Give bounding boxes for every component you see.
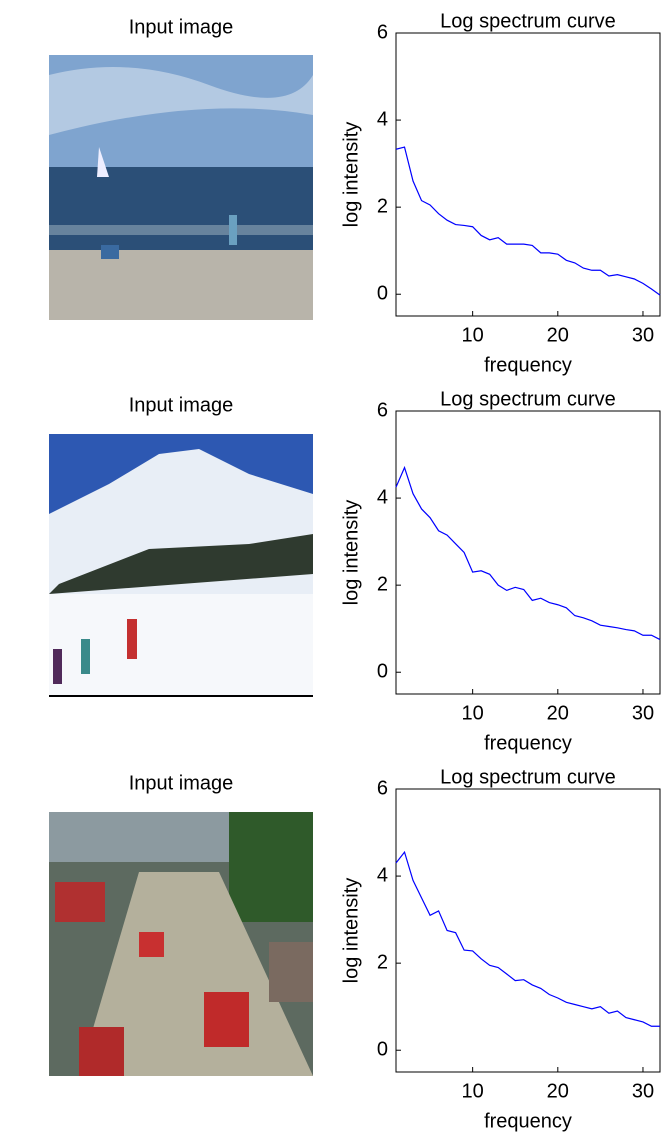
x-tick-label: 20 <box>547 1080 569 1102</box>
x-tick-label: 30 <box>632 324 654 346</box>
y-tick-label: 4 <box>377 864 388 886</box>
plot-frame <box>395 788 661 1073</box>
series-line <box>395 146 661 296</box>
input-image <box>49 812 313 1076</box>
series-line <box>395 850 660 1027</box>
y-tick-label: 6 <box>377 21 388 43</box>
y-tick-label: 2 <box>377 573 388 595</box>
y-tick-label: 4 <box>377 108 388 130</box>
y-tick-label: 0 <box>377 1039 388 1061</box>
y-axis-label: log intensity <box>340 122 362 228</box>
x-tick-label: 10 <box>462 702 484 724</box>
x-tick-label: 30 <box>632 1080 654 1102</box>
y-tick-label: 0 <box>377 283 388 305</box>
input-image <box>49 55 313 320</box>
x-tick-label: 10 <box>462 1080 484 1102</box>
x-axis-label: frequency <box>484 732 572 754</box>
x-tick-label: 20 <box>547 702 569 724</box>
y-axis-label: log intensity <box>340 500 362 606</box>
image-title: Input image <box>129 772 234 794</box>
input-image <box>49 434 313 697</box>
chart-title: Log spectrum curve <box>440 766 616 788</box>
x-axis-label: frequency <box>484 1110 572 1132</box>
series-line <box>395 465 661 641</box>
y-axis-label: log intensity <box>340 878 362 984</box>
y-tick-label: 2 <box>377 195 388 217</box>
y-tick-label: 0 <box>377 661 388 683</box>
plot-frame <box>395 32 661 317</box>
image-title: Input image <box>129 394 234 416</box>
x-tick-label: 20 <box>547 324 569 346</box>
chart-title: Log spectrum curve <box>440 388 616 410</box>
x-tick-label: 30 <box>632 702 654 724</box>
chart-title: Log spectrum curve <box>440 10 616 32</box>
y-tick-label: 6 <box>377 777 388 799</box>
image-title: Input image <box>129 16 234 38</box>
x-tick-label: 10 <box>462 324 484 346</box>
y-tick-label: 2 <box>377 951 388 973</box>
plot-frame <box>395 410 661 695</box>
y-tick-label: 6 <box>377 399 388 421</box>
x-axis-label: frequency <box>484 354 572 376</box>
y-tick-label: 4 <box>377 486 388 508</box>
